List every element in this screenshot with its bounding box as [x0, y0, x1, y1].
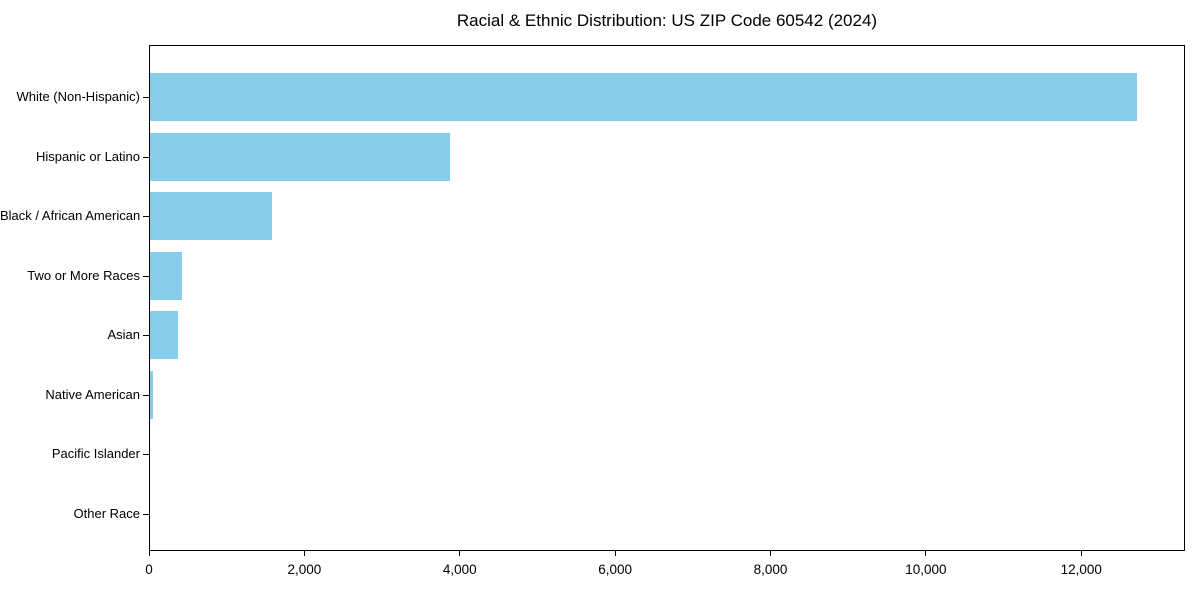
- x-tick-mark: [1080, 551, 1082, 556]
- chart-title: Racial & Ethnic Distribution: US ZIP Cod…: [456, 11, 878, 30]
- bar: [150, 132, 450, 181]
- x-tick-mark: [303, 551, 305, 556]
- x-tick-label: 6,000: [598, 562, 633, 577]
- y-tick-mark: [143, 156, 149, 158]
- y-axis-label: Other Race: [73, 505, 140, 521]
- bar: [150, 73, 1137, 121]
- y-tick-mark: [143, 454, 149, 456]
- y-axis-label: White (Non-Hispanic): [16, 89, 140, 104]
- x-tick-label: 4,000: [442, 562, 477, 577]
- x-tick-mark: [925, 551, 927, 556]
- x-tick-label: 2,000: [287, 562, 322, 577]
- bar: [150, 370, 154, 419]
- y-tick-mark: [143, 513, 149, 515]
- x-tick-label: 0: [145, 562, 153, 577]
- y-axis-label: Native American: [45, 386, 140, 402]
- bar: [150, 251, 182, 300]
- y-axis-label: Pacific Islander: [51, 446, 140, 462]
- y-tick-mark: [143, 97, 149, 98]
- x-tick-label: 8,000: [753, 562, 788, 577]
- y-axis-label: Hispanic or Latino: [35, 148, 140, 164]
- x-tick-label: 10,000: [905, 562, 947, 577]
- plot-area: [149, 45, 1185, 551]
- x-tick-mark: [770, 551, 772, 556]
- y-axis-label: Two or More Races: [27, 267, 140, 283]
- y-axis-label: Asian: [107, 327, 140, 343]
- y-tick-mark: [143, 335, 149, 337]
- y-axis-label: Black / African American: [0, 208, 141, 224]
- bar: [150, 192, 272, 241]
- bar: [150, 311, 178, 360]
- y-tick-mark: [143, 394, 149, 396]
- x-tick-label: 12,000: [1060, 562, 1102, 577]
- x-tick-mark: [148, 551, 150, 556]
- y-tick-mark: [143, 216, 149, 218]
- y-tick-mark: [143, 275, 149, 277]
- x-tick-mark: [614, 551, 616, 556]
- x-tick-mark: [459, 551, 461, 556]
